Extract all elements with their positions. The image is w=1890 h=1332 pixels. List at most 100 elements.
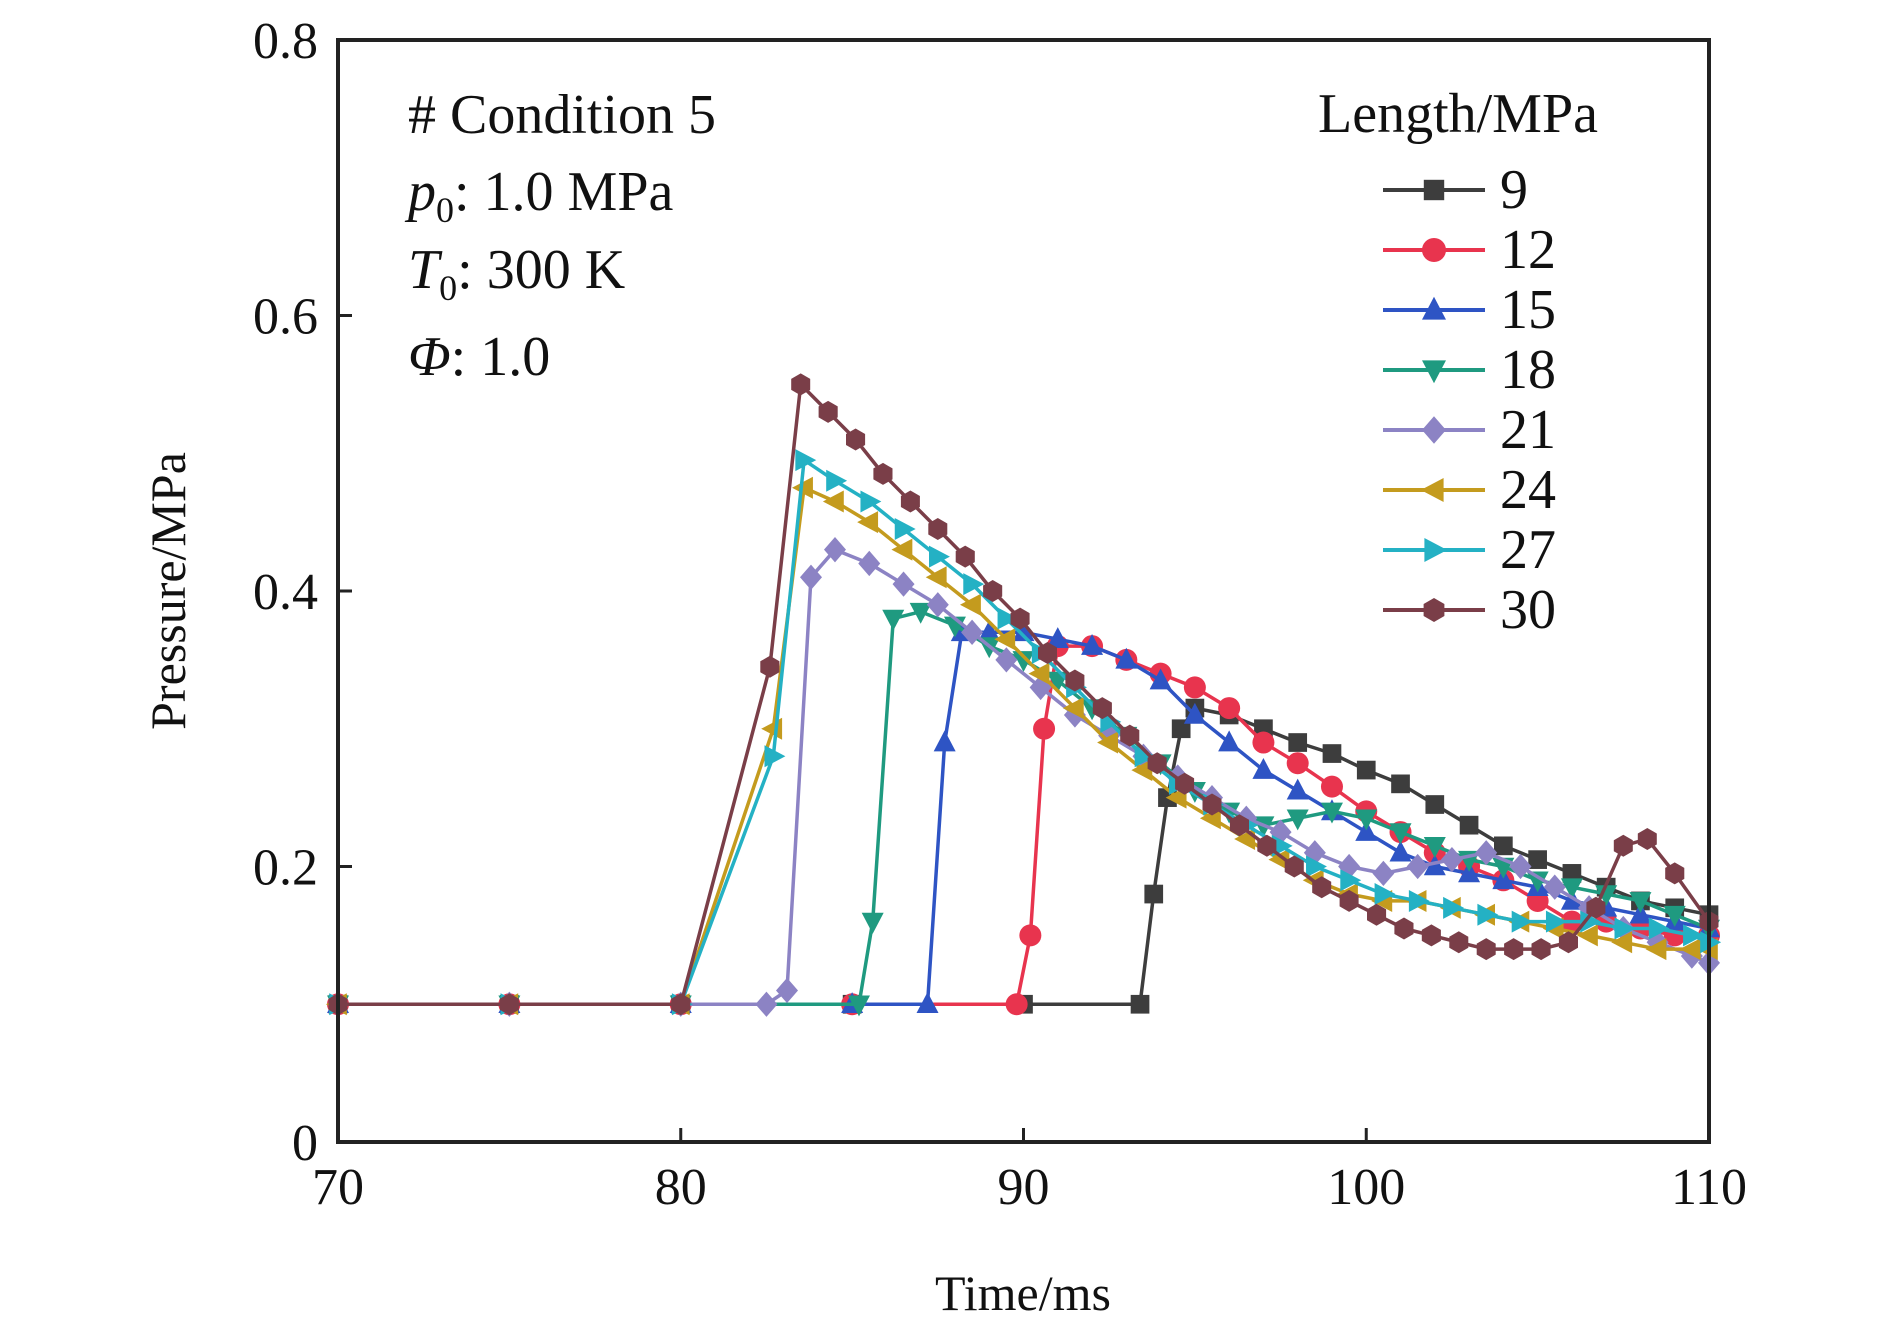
data-point-18-3 [847,995,870,1017]
data-point-21-9 [926,592,949,618]
data-point-30-26 [1394,917,1414,940]
data-point-30-10 [955,545,975,568]
data-point-9-8 [1171,719,1191,739]
data-point-30-32 [1558,931,1578,954]
legend-label-12: 12 [1500,219,1556,281]
data-point-18-25 [1560,878,1583,900]
data-point-9-16 [1425,795,1445,814]
data-point-24-28 [1611,931,1633,954]
data-point-21-23 [1406,853,1429,880]
data-point-12-11 [1183,676,1206,699]
data-point-18-28 [1663,905,1686,927]
data-point-30-3 [760,655,780,678]
data-point-18-26 [1595,885,1618,907]
data-point-27-8 [929,545,950,568]
data-point-9-15 [1391,774,1410,794]
data-point-18-27 [1629,892,1652,914]
data-point-24-29 [1645,938,1667,961]
x-tick-label-4: 110 [1671,1159,1747,1216]
data-point-27-4 [795,449,817,472]
data-point-27-19 [1306,855,1327,878]
data-point-12-4 [1005,993,1028,1016]
data-point-30-15 [1092,697,1112,720]
x-tick-label-1: 80 [655,1159,707,1216]
legend-swatch-marker-27 [1424,538,1448,562]
data-point-15-20 [1423,854,1446,876]
legend-label-9: 9 [1500,159,1528,221]
data-point-15-9 [1046,627,1069,649]
data-point-27-24 [1477,903,1499,926]
data-point-15-26 [1629,902,1652,924]
data-point-12-14 [1286,752,1309,775]
data-point-30-21 [1257,834,1277,857]
y-axis-label: Pressure/MPa [140,452,196,730]
data-point-9-20 [1562,864,1582,883]
data-point-15-21 [1458,861,1481,883]
annotation-condition: # Condition 5 [408,84,716,146]
data-point-24-13 [1097,731,1118,754]
legend-swatch-marker-12 [1422,238,1446,262]
data-point-15-4 [916,992,939,1014]
data-point-30-13 [1038,642,1057,664]
data-point-9-14 [1356,760,1376,780]
data-point-18-4 [861,912,884,934]
legend-label-21: 21 [1500,399,1556,461]
data-point-30-34 [1613,834,1633,857]
annotation-phi-rest: : 1.0 [451,326,551,388]
data-point-30-36 [1665,862,1685,885]
data-point-27-23 [1443,896,1465,919]
data-point-27-21 [1374,883,1396,906]
data-point-24-12 [1062,697,1084,720]
data-point-27-29 [1648,917,1670,940]
data-point-21-22 [1372,860,1395,887]
data-point-30-31 [1531,938,1551,961]
data-point-18-6 [909,602,932,624]
data-point-27-7 [894,518,916,541]
legend-swatch-marker-9 [1423,179,1445,201]
data-point-18-18 [1320,802,1343,824]
legend-title: Length/MPa [1318,83,1598,145]
data-point-9-12 [1288,733,1308,752]
data-point-27-20 [1340,869,1362,892]
data-point-15-11 [1115,647,1138,669]
data-point-21-11 [995,647,1018,673]
legend-swatch-marker-30 [1423,598,1445,622]
data-point-15-22 [1492,868,1515,890]
data-point-27-25 [1511,910,1533,933]
data-point-30-16 [1120,724,1140,747]
data-point-24-11 [1028,662,1050,685]
x-axis-label: Time/ms [935,1265,1111,1321]
data-point-30-1 [499,993,519,1016]
data-point-12-12 [1218,697,1241,720]
y-tick-label-0: 0 [292,1115,318,1172]
data-point-9-18 [1494,836,1513,856]
legend-swatch-marker-15 [1422,296,1446,320]
data-point-21-7 [858,550,881,577]
data-point-30-14 [1065,669,1085,692]
data-point-30-24 [1339,889,1359,912]
data-point-15-19 [1389,840,1412,862]
data-point-24-8 [925,566,947,589]
data-point-30-20 [1229,814,1249,837]
data-point-30-2 [671,993,691,1016]
annotation-t0-sub: 0 [439,268,457,308]
y-tick-label-2: 0.4 [253,564,318,621]
data-point-30-8 [900,490,920,513]
data-point-9-5 [1130,994,1150,1014]
legend-label-27: 27 [1500,519,1556,581]
legend-item-9: 9 [1383,159,1528,221]
legend-swatch-marker-24 [1420,478,1444,502]
data-point-21-24 [1440,846,1463,873]
data-point-27-28 [1614,917,1636,940]
annotation-p0-symbol: p [404,161,436,223]
data-point-9-17 [1459,815,1479,835]
data-point-18-21 [1423,837,1446,858]
data-point-24-6 [857,511,879,534]
y-tick-label-1: 0.2 [253,840,318,897]
data-point-27-9 [963,573,985,596]
data-point-30-19 [1202,793,1222,816]
data-point-30-12 [1010,607,1030,630]
data-point-30-11 [983,580,1003,602]
legend-item-12: 12 [1383,219,1556,281]
